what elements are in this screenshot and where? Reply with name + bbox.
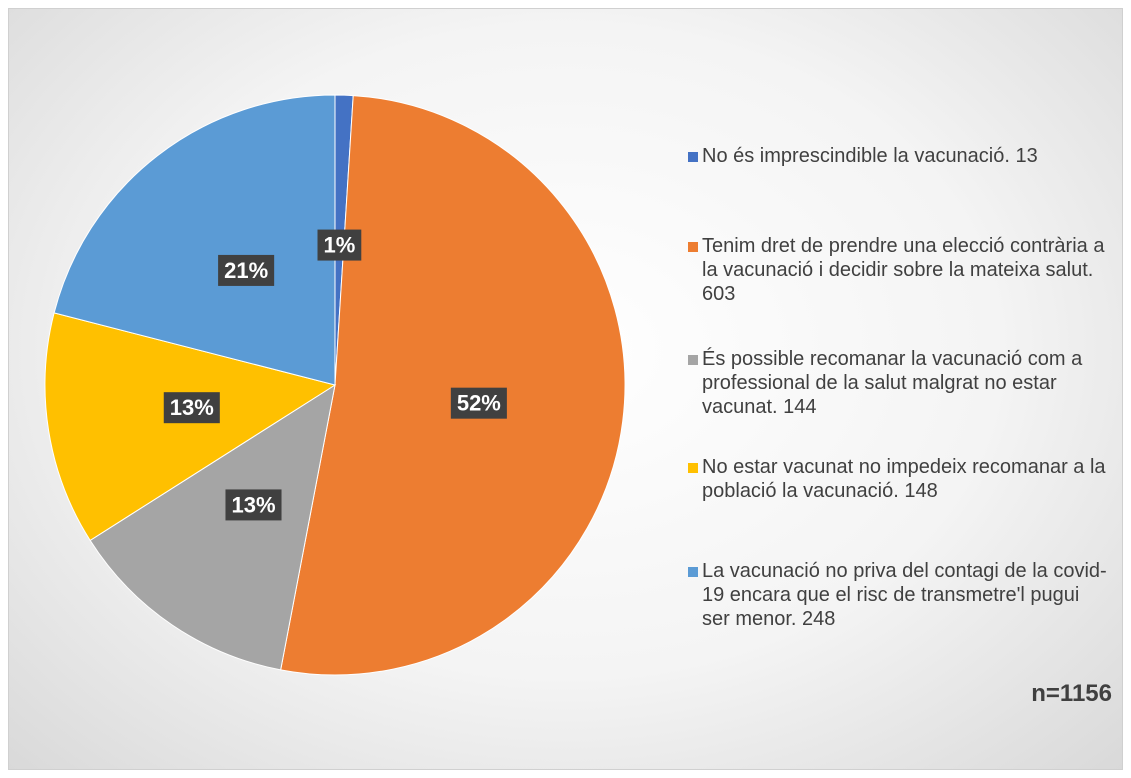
data-label: 13% xyxy=(225,489,282,521)
legend-label: La vacunació no priva del contagi de la … xyxy=(702,560,1107,630)
legend-entry: Tenim dret de prendre una elecció contrà… xyxy=(688,234,1112,306)
annotation: n=1156 xyxy=(1031,680,1112,707)
data-label: 1% xyxy=(317,229,362,261)
legend-label: Tenim dret de prendre una elecció contrà… xyxy=(702,235,1105,305)
legend-label: No és imprescindible la vacunació. 13 xyxy=(702,145,1038,167)
data-label-box xyxy=(225,489,282,521)
data-label-box xyxy=(163,392,220,424)
legend-swatch xyxy=(688,355,698,365)
pie-slice xyxy=(89,383,336,671)
data-label-box xyxy=(450,387,507,419)
pie-slice xyxy=(44,312,337,542)
legend-swatch xyxy=(688,463,698,473)
legend-swatch xyxy=(688,567,698,577)
legend-swatch xyxy=(688,242,698,252)
data-label: 52% xyxy=(450,387,507,419)
data-label-text: 21% xyxy=(224,258,268,283)
pie-slice xyxy=(53,94,336,386)
data-label-text: 13% xyxy=(170,395,214,420)
data-label: 13% xyxy=(163,392,220,424)
data-label: 21% xyxy=(218,254,275,286)
data-label-box xyxy=(218,254,275,286)
legend-entry: La vacunació no priva del contagi de la … xyxy=(688,559,1112,631)
data-label-box xyxy=(317,229,362,261)
legend-entry: És possible recomanar la vacunació com a… xyxy=(688,347,1112,419)
legend-entry: No estar vacunat no impedeix recomanar a… xyxy=(688,455,1112,503)
legend-entry: No és imprescindible la vacunació. 13 xyxy=(688,144,1112,168)
data-label-text: 52% xyxy=(457,391,501,416)
data-label-text: 13% xyxy=(231,492,275,517)
data-label-text: 1% xyxy=(323,233,355,258)
pie-slice xyxy=(280,95,626,676)
legend-swatch xyxy=(688,152,698,162)
legend-label: És possible recomanar la vacunació com a… xyxy=(702,348,1083,418)
legend-label: No estar vacunat no impedeix recomanar a… xyxy=(702,456,1106,502)
